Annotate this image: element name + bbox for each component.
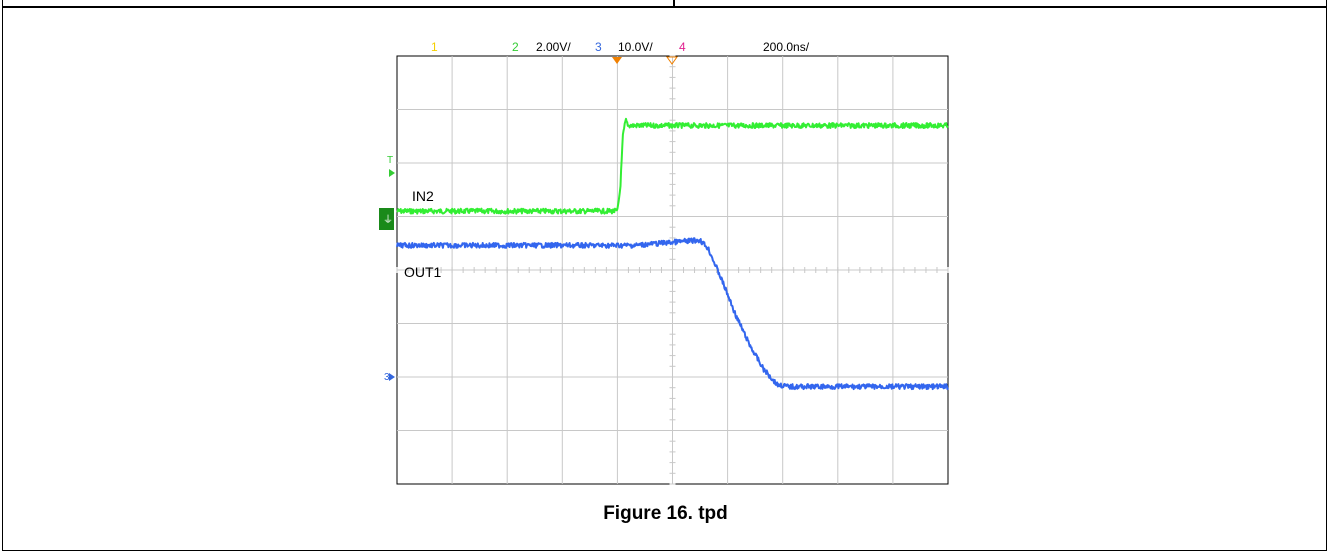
side-markers: T ⏚ 3 [379,155,395,383]
ch2-ground-marker [379,208,394,230]
ch3-ground-arrow [389,373,395,381]
ch1-number: 1 [431,40,438,54]
trace-labels: IN2 OUT1 [404,188,442,280]
traces [396,117,949,391]
ch3-ground-label: 3 [384,372,390,383]
frame-top-divider [673,0,675,6]
ch3-scale: 10.0V/ [618,40,653,54]
figure-caption: Figure 16. tpd [603,503,728,524]
out1-label: OUT1 [404,264,442,280]
trigger-level-label: T [387,155,393,166]
ch3-number: 3 [595,40,602,54]
trace-out1 [396,237,949,391]
ch2-number: 2 [512,40,519,54]
timebase: 200.0ns/ [763,40,810,54]
trace-in2 [396,117,949,215]
svg-text:⏚: ⏚ [383,214,393,226]
in2-label: IN2 [412,188,434,204]
ch4-number: 4 [679,40,686,54]
frame-top-line [3,6,1326,8]
ch2-scale: 2.00V/ [536,40,571,54]
delay-marker [666,56,678,65]
trigger-position-marker [612,57,622,64]
trigger-markers [612,56,678,65]
scope-header: 1 2 2.00V/ 3 10.0V/ 4 200.0ns/ [431,40,810,54]
scope-grid [396,55,949,485]
trigger-level-arrow [389,169,395,177]
